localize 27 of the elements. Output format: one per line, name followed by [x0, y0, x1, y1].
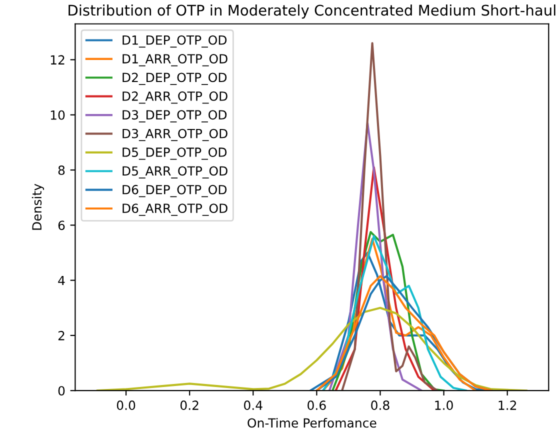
legend-label: D2_DEP_OTP_OD [122, 72, 227, 85]
y-tick-label: 6 [58, 220, 65, 230]
y-tick-label: 2 [58, 330, 64, 340]
x-tick-label: 0.2 [180, 400, 198, 410]
x-tick-label: 0.0 [116, 400, 136, 410]
legend-label: D2_ARR_OTP_OD [122, 91, 228, 104]
x-tick-label: 0.8 [371, 400, 390, 410]
y-axis-title: Density [32, 184, 44, 230]
y-tick-label: 4 [58, 276, 65, 286]
y-tick-label: 10 [50, 110, 65, 120]
legend-label: D3_ARR_OTP_OD [122, 128, 228, 142]
legend-label: D1_DEP_OTP_OD [122, 35, 227, 48]
y-tick-label: 8 [58, 165, 65, 175]
x-tick-label: 0.6 [308, 400, 326, 410]
legend-label: D5_ARR_OTP_OD [122, 166, 228, 178]
y-tick-label: 12 [50, 55, 64, 64]
x-tick-label: 0.4 [244, 400, 262, 410]
legend-label: D6_ARR_OTP_OD [122, 204, 228, 216]
chart-title: Distribution of OTP in Moderately Concentrated Medium Short-haul [68, 4, 556, 19]
legend-label: D5_DEP_OTP_OD [122, 148, 227, 160]
legend-label: D1_ARR_OTP_OD [122, 54, 228, 66]
legend-label: D3_DEP_OTP_OD [122, 110, 227, 122]
y-tick-label: 0 [58, 386, 65, 396]
x-axis-title: On-Time Perfomance [248, 418, 376, 428]
legend-label: D6_DEP_OTP_OD [122, 184, 227, 198]
x-tick-label: 1.0 [435, 400, 453, 410]
x-tick-label: 1.2 [498, 400, 516, 410]
